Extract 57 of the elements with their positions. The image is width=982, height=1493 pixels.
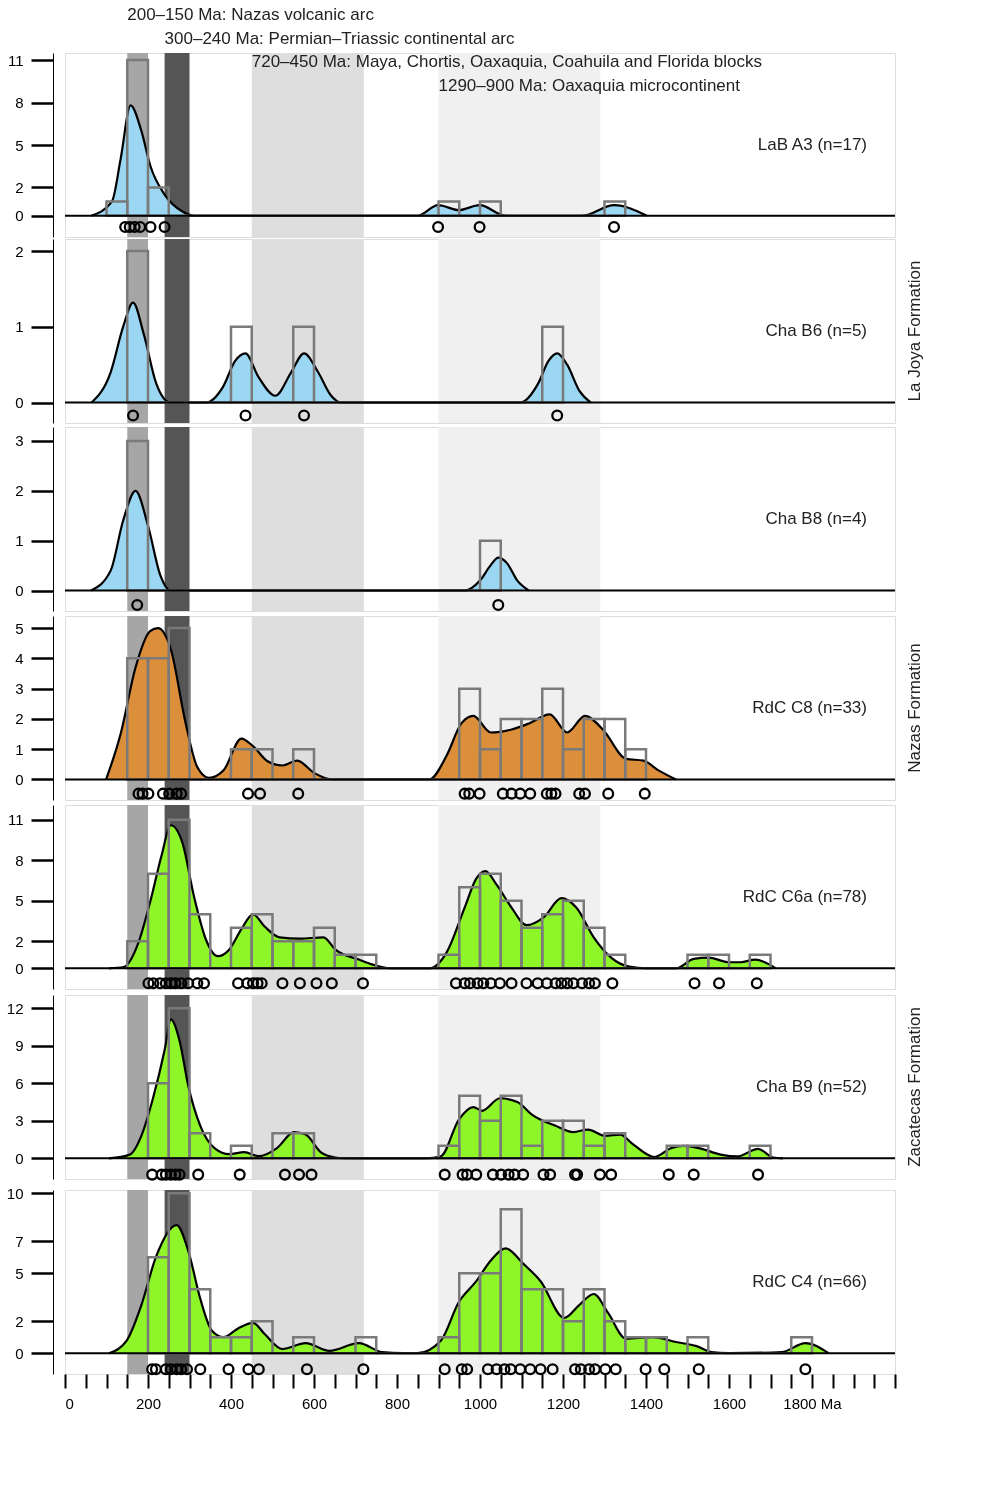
- y-tick-label: 2: [15, 710, 24, 728]
- annotation: Cha B9 (n=52): [755, 1077, 867, 1096]
- y-tick-label: 5: [15, 136, 24, 154]
- y-tick-label: 1: [15, 740, 24, 758]
- y-tick-label: 3: [15, 1112, 24, 1130]
- x-tick-label: 1800 Ma: [783, 1394, 843, 1412]
- y-tick-label: 2: [15, 1312, 24, 1330]
- y-tick-label: 8: [15, 851, 24, 869]
- y-tick-label: 8: [15, 94, 24, 112]
- y-tick-label: 5: [15, 892, 24, 910]
- y-tick-label: 2: [15, 932, 24, 950]
- x-tick-label: 1400: [629, 1394, 664, 1412]
- y-tick-label: 2: [15, 178, 24, 196]
- y-tick-label: 12: [6, 999, 24, 1017]
- x-tick-label: 800: [384, 1394, 411, 1412]
- text: La Joya Formation: [905, 260, 924, 402]
- annotation: LaB A3 (n=17): [757, 135, 867, 154]
- text: Nazas Formation: [905, 643, 924, 773]
- y-tick-label: 3: [15, 432, 24, 450]
- y-tick-label: 0: [15, 770, 24, 788]
- y-tick-label: 2: [15, 242, 24, 260]
- y-tick-label: 11: [7, 811, 24, 829]
- y-tick-label: 0: [15, 207, 24, 225]
- x-tick-label: 1000: [463, 1394, 498, 1412]
- y-tick-label: 1: [15, 318, 24, 336]
- y-tick-label: 0: [15, 959, 24, 977]
- y-tick-label: 9: [15, 1037, 24, 1055]
- y-tick-label: 0: [15, 394, 24, 412]
- y-tick-label: 0: [15, 1149, 24, 1167]
- y-tick-label: 2: [15, 482, 24, 500]
- y-tick-label: 0: [15, 1344, 24, 1362]
- x-tick-label: 1200: [546, 1394, 581, 1412]
- y-tick-label: 3: [15, 680, 24, 698]
- annotation: RdC C6a (n=78): [742, 887, 867, 906]
- y-tick-label: 10: [6, 1184, 24, 1202]
- y-tick-label: 5: [15, 619, 24, 637]
- x-tick-label: 600: [301, 1394, 328, 1412]
- y-tick-label: 0: [15, 582, 24, 600]
- band-label: 720–450 Ma: Maya, Chortis, Oaxaquia, Coahuila and Florida blocks: [251, 52, 763, 71]
- band-label: 200–150 Ma: Nazas volcanic arc: [127, 5, 375, 24]
- annotation: Cha B6 (n=5): [765, 321, 867, 340]
- band-label: 1290–900 Ma: Oaxaquia microcontinent: [438, 75, 741, 95]
- annotation: RdC C4 (n=66): [752, 1272, 867, 1291]
- y-tick-label: 5: [15, 1264, 24, 1282]
- y-tick-label: 6: [15, 1074, 24, 1092]
- x-tick-label: 400: [218, 1394, 245, 1412]
- y-tick-label: 7: [15, 1232, 24, 1250]
- y-tick-label: 11: [7, 51, 24, 69]
- y-tick-label: 1: [15, 532, 24, 550]
- text: Zacatecas Formation: [905, 1007, 924, 1167]
- x-tick-label: 1600: [712, 1394, 747, 1412]
- annotation: RdC C8 (n=33): [752, 698, 867, 717]
- x-tick-label: 200: [135, 1394, 162, 1412]
- x-tick-label: 0: [65, 1394, 74, 1412]
- annotation: Cha B8 (n=4): [765, 509, 867, 528]
- band-label: 300–240 Ma: Permian–Triassic continental arc: [164, 28, 516, 48]
- y-tick-label: 4: [15, 649, 24, 667]
